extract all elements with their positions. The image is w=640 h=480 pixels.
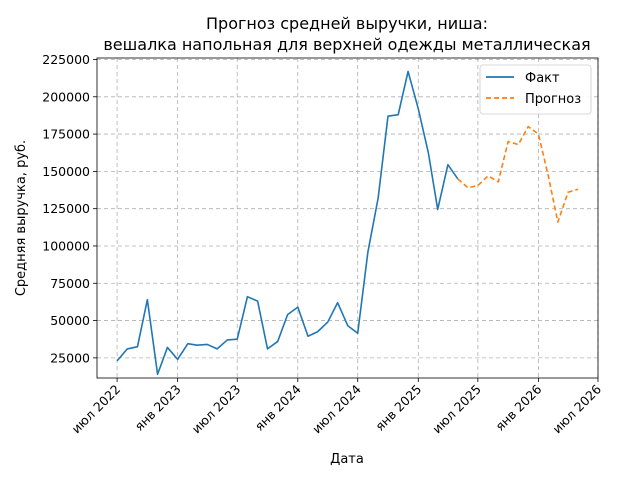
x-tick-label: июл 2024 xyxy=(309,381,364,436)
y-axis: 25000 50000 75000 100000 125000 150000 175000 2… xyxy=(42,52,97,365)
x-tick-label: июл 2023 xyxy=(189,382,244,437)
x-tick-label: июл 2026 xyxy=(549,381,604,436)
legend: Факт Прогноз xyxy=(479,64,592,115)
x-axis: июл 2022 янв 2023 июл 2023 янв 2024 июл 2024… xyxy=(68,378,604,436)
series-line-forecast xyxy=(457,125,579,223)
y-tick-label: 225000 xyxy=(42,52,90,67)
series-line-fact xyxy=(116,70,459,376)
x-tick-label: янв 2025 xyxy=(372,382,424,434)
y-tick-label: 125000 xyxy=(42,201,90,216)
y-tick-label: 200000 xyxy=(42,89,90,104)
plot-frame xyxy=(96,57,599,379)
y-axis-label: Средняя выручка, руб. xyxy=(14,140,29,296)
x-tick-label: июл 2025 xyxy=(429,382,484,437)
chart-title-line-1: Прогноз средней выручки, ниша: xyxy=(206,14,488,33)
y-tick-label: 150000 xyxy=(42,164,90,179)
legend-label-forecast: Прогноз xyxy=(525,92,581,107)
x-tick-label: янв 2024 xyxy=(252,381,304,433)
y-tick-label: 25000 xyxy=(50,350,90,365)
x-tick-label: янв 2023 xyxy=(132,382,184,434)
x-axis-label: Дата xyxy=(330,452,364,467)
legend-label-fact: Факт xyxy=(525,71,560,86)
x-tick-label: янв 2026 xyxy=(492,381,544,433)
y-tick-label: 75000 xyxy=(50,276,90,291)
y-tick-label: 175000 xyxy=(42,127,90,142)
series-lines xyxy=(116,70,579,376)
x-tick-label: июл 2022 xyxy=(68,382,123,437)
y-tick-label: 50000 xyxy=(50,313,90,328)
chart-title-line-2: вешалка напольная для верхней одежды мет… xyxy=(103,35,590,54)
y-tick-label: 100000 xyxy=(42,238,90,253)
